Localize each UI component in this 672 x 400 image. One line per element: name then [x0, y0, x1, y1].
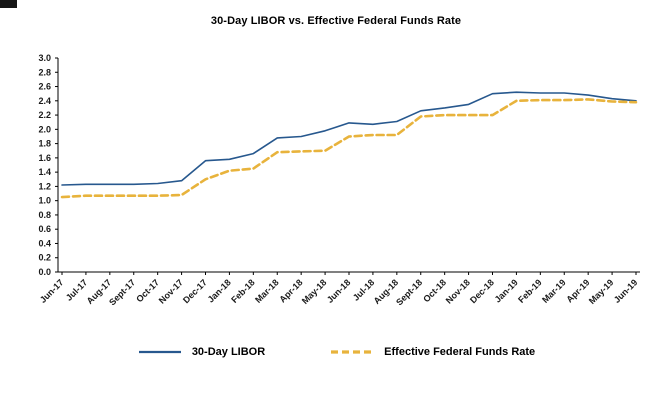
svg-text:Jan-18: Jan-18 [206, 277, 233, 304]
svg-text:Feb-19: Feb-19 [516, 277, 544, 305]
svg-text:2.0: 2.0 [38, 124, 51, 134]
libor-line-sample-icon [138, 350, 181, 354]
svg-text:1.8: 1.8 [38, 139, 51, 149]
svg-text:1.6: 1.6 [38, 153, 51, 163]
chart-title: 30-Day LIBOR vs. Effective Federal Funds… [210, 15, 462, 27]
svg-text:2.8: 2.8 [38, 67, 51, 77]
svg-text:2.6: 2.6 [38, 82, 51, 92]
svg-text:0.6: 0.6 [38, 224, 51, 234]
svg-text:Sept-18: Sept-18 [394, 277, 424, 307]
svg-text:Nov-18: Nov-18 [444, 277, 472, 305]
svg-text:1.2: 1.2 [38, 181, 51, 191]
svg-text:1.0: 1.0 [38, 196, 51, 206]
svg-text:Feb-18: Feb-18 [229, 277, 257, 305]
plot-area: 0.0 0.2 0.4 0.6 0.8 1.0 1.2 1.4 1.6 1.8 2.0 2.2 2.4 2… [38, 53, 640, 307]
svg-text:0.0: 0.0 [38, 267, 51, 277]
svg-text:May-18: May-18 [300, 277, 329, 306]
svg-text:1.4: 1.4 [38, 167, 51, 177]
svg-text:Mar-18: Mar-18 [253, 277, 281, 305]
legend: 30-Day LIBOR Effective Federal Funds Rat… [0, 346, 672, 358]
svg-text:Jan-19: Jan-19 [493, 277, 520, 304]
svg-text:Jun-18: Jun-18 [325, 277, 353, 305]
svg-text:May-19: May-19 [587, 277, 616, 306]
svg-text:Dec-18: Dec-18 [468, 277, 496, 305]
effr-line-sample-icon [331, 350, 374, 354]
legend-item-libor: 30-Day LIBOR [137, 346, 265, 358]
svg-text:Jun-17: Jun-17 [38, 277, 66, 305]
svg-text:2.4: 2.4 [38, 96, 51, 106]
svg-text:2.2: 2.2 [38, 110, 51, 120]
legend-item-effr: Effective Federal Funds Rate [329, 346, 535, 358]
screen-corner-artifact [0, 0, 17, 8]
svg-text:3.0: 3.0 [38, 53, 51, 63]
legend-label-libor: 30-Day LIBOR [191, 346, 266, 358]
svg-text:Dec-17: Dec-17 [181, 277, 209, 305]
svg-text:0.8: 0.8 [38, 210, 51, 220]
svg-text:0.4: 0.4 [38, 238, 51, 248]
legend-label-effr: Effective Federal Funds Rate [384, 346, 536, 358]
svg-text:0.2: 0.2 [38, 253, 51, 263]
svg-text:Mar-19: Mar-19 [540, 277, 568, 305]
svg-text:Sept-17: Sept-17 [107, 277, 137, 307]
svg-text:Nov-17: Nov-17 [157, 277, 185, 305]
svg-text:Jun-19: Jun-19 [612, 277, 640, 305]
